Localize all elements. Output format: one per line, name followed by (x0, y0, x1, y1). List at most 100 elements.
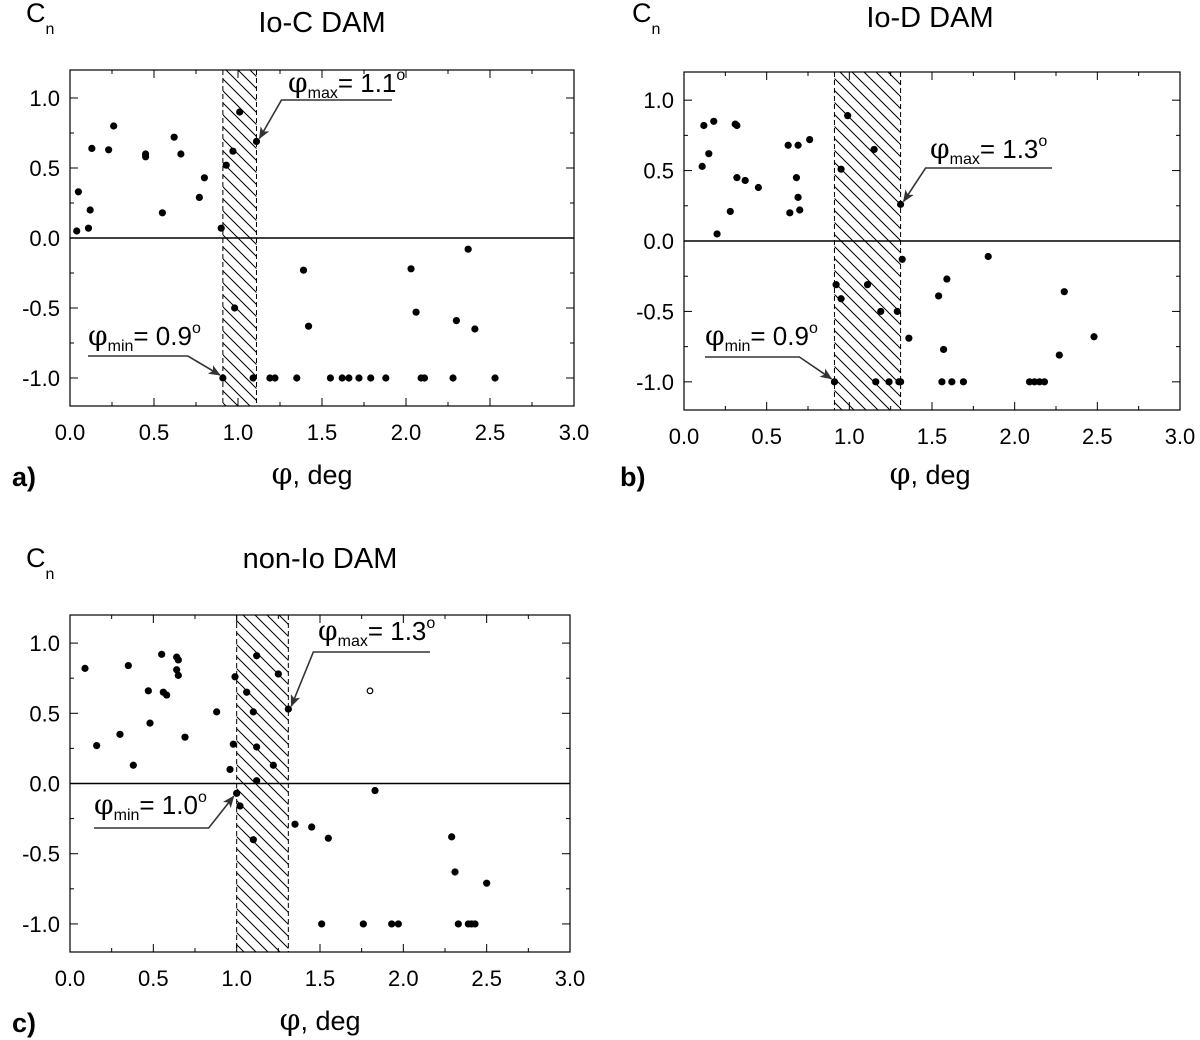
x-tick-label: 3.0 (555, 966, 586, 991)
data-point (741, 176, 749, 185)
data-point (163, 691, 171, 699)
y-axis-label-sub: n (46, 566, 55, 583)
data-point (74, 188, 82, 196)
data-point (229, 147, 237, 155)
data-point-open (366, 687, 374, 695)
y-axis-label-main: C (26, 543, 46, 573)
data-point (943, 275, 951, 283)
y-tick-label: -0.5 (22, 842, 60, 867)
data-point (449, 374, 457, 382)
chart-panel-3: 0.0 0.5 1.0 1.5 2.0 2.5 3.01.00.50.0-0.5-1.0no… (12, 543, 585, 1038)
annotation-symbol: φ (288, 66, 308, 99)
data-point (236, 802, 244, 810)
data-point (454, 920, 462, 928)
data-point (1060, 288, 1068, 296)
data-point (124, 661, 132, 670)
y-tick-label: -0.5 (22, 296, 60, 321)
x-tick-label: 1.5 (305, 966, 336, 991)
data-point (939, 345, 948, 354)
data-point (844, 112, 852, 120)
data-point (388, 920, 396, 928)
data-point (222, 161, 230, 169)
y-tick-label: 0.5 (29, 701, 60, 726)
y-tick-label: -0.5 (636, 299, 674, 324)
data-point (877, 307, 885, 316)
annotation-sub: min (725, 338, 751, 355)
data-point (200, 174, 208, 182)
y-axis-label-main: C (26, 0, 46, 28)
data-point (170, 133, 178, 141)
data-point (236, 108, 244, 116)
data-point (796, 206, 804, 214)
data-point (471, 920, 479, 928)
data-point (213, 708, 221, 716)
data-point (794, 193, 802, 201)
data-point (794, 141, 802, 149)
data-point (382, 374, 390, 382)
data-point (896, 200, 905, 208)
x-axis-label-text: , deg (300, 1006, 360, 1036)
chart-panel-2: 0.0 0.5 1.0 1.5 2.0 2.5 3.0 1.0 0.5 0.0 -0.5 -1.0 Io… (620, 0, 1195, 492)
data-point (407, 265, 415, 273)
data-point (371, 786, 379, 795)
data-point (898, 255, 906, 263)
x-tick-label: 2.5 (1082, 424, 1113, 449)
x-tick-label: 2.0 (391, 420, 422, 445)
annotation-value: = 0.9 (750, 321, 809, 351)
data-point (233, 789, 241, 797)
x-tick-label: 1.0 (221, 966, 252, 991)
annotation-symbol: φ (88, 319, 108, 352)
data-point (784, 141, 792, 149)
data-point (88, 144, 96, 152)
annotation-arrow-min (88, 355, 221, 376)
annotation-sub: min (108, 338, 134, 355)
y-tick-label: 0.5 (29, 156, 60, 181)
annotation-sub: max (338, 633, 368, 650)
data-point (252, 137, 261, 145)
data-point (837, 295, 845, 303)
data-point (872, 378, 880, 386)
chart-panel-1: 0.0 0.5 1.0 1.5 2.0 2.5 3.0 1.0 0.5 0.0 -0.5 -1.0 Io… (12, 0, 589, 492)
data-point (959, 378, 968, 386)
x-tick-label: 0.0 (55, 966, 86, 991)
x-tick-label: 1.5 (917, 424, 948, 449)
data-point (116, 730, 124, 738)
data-point (448, 833, 456, 841)
annotation-symbol: φ (705, 319, 725, 352)
data-point (863, 281, 872, 289)
x-tick-label: 1.5 (307, 420, 338, 445)
data-point (700, 121, 708, 130)
data-point (1090, 333, 1098, 341)
x-tick-label: 0.5 (751, 424, 782, 449)
x-tick-label: 0.5 (138, 966, 169, 991)
x-axis-label-symbol: φ (271, 457, 292, 492)
data-point (896, 378, 905, 386)
data-point (86, 206, 94, 214)
y-tick-label: -1.0 (636, 370, 674, 395)
x-tick-label: 3.0 (559, 420, 590, 445)
annotation-value: = 1.3 (368, 616, 427, 646)
annotation-arrow-min (705, 356, 833, 380)
data-point (231, 673, 239, 681)
data-point (713, 230, 721, 238)
data-point (483, 879, 491, 887)
data-point (173, 666, 181, 674)
data-point (326, 374, 334, 382)
y-tick-label: 0.5 (643, 159, 674, 184)
data-point (733, 174, 741, 182)
data-point (359, 920, 367, 928)
x-axis-label-symbol: φ (279, 1003, 300, 1038)
annotation-phi-max: φmax= 1.3o (930, 132, 1047, 168)
data-point (733, 121, 741, 130)
annotation-arrow-min (94, 795, 235, 829)
x-tick-label: 3.0 (1165, 424, 1196, 449)
y-axis-label: Cn (632, 0, 660, 38)
data-point (948, 378, 956, 386)
data-point (1035, 378, 1044, 386)
x-axis-label-text: , deg (292, 460, 352, 490)
data-point (93, 741, 101, 750)
x-tick-label: 1.0 (834, 424, 865, 449)
data-point (174, 656, 182, 664)
data-point (394, 920, 402, 928)
data-point (345, 374, 353, 382)
